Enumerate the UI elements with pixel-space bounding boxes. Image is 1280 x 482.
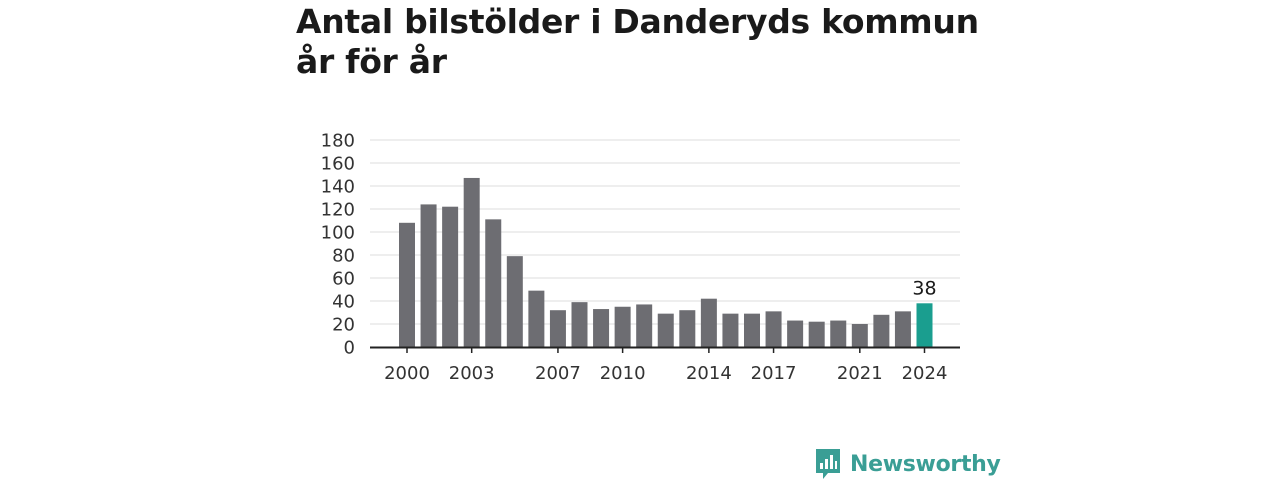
bar-2016 xyxy=(744,313,760,347)
x-tick-label: 2010 xyxy=(600,363,646,384)
bar-2005 xyxy=(506,256,523,347)
y-tick-label: 120 xyxy=(321,200,355,221)
bar-2024 xyxy=(916,303,933,347)
bar-2001 xyxy=(420,204,437,347)
bars xyxy=(399,177,933,347)
bar-2013 xyxy=(679,310,696,347)
bar-2020 xyxy=(830,320,847,347)
y-tick-label: 0 xyxy=(344,338,355,359)
bar-2011 xyxy=(636,304,653,347)
newsworthy-logo: Newsworthy xyxy=(814,446,1001,482)
bar-2000 xyxy=(399,222,415,347)
x-tick-label: 2007 xyxy=(535,363,581,384)
bar-2022 xyxy=(873,314,890,347)
x-tick-label: 2017 xyxy=(751,363,797,384)
x-axis: 2000 2003 2007 2010 2014 2017 2021 2024 xyxy=(370,346,960,384)
bar-2023 xyxy=(894,311,911,347)
bar-2017 xyxy=(765,311,782,347)
bar-2015 xyxy=(722,313,739,347)
x-tick-label: 2021 xyxy=(837,363,883,384)
bar-2004 xyxy=(485,219,502,347)
newsworthy-logo-icon xyxy=(816,449,840,479)
x-tick-label: 2003 xyxy=(449,363,495,384)
y-tick-label: 140 xyxy=(321,177,355,198)
y-tick-label: 160 xyxy=(321,154,355,175)
bar-2006 xyxy=(528,290,545,347)
y-tick-label: 180 xyxy=(321,131,355,152)
bar-2021 xyxy=(851,324,868,347)
y-tick-label: 60 xyxy=(332,269,355,290)
data-labels: 38 xyxy=(912,277,936,299)
y-tick-label: 40 xyxy=(332,292,355,313)
bar-2012 xyxy=(657,313,674,347)
bar-2014 xyxy=(700,298,717,347)
bar-2002 xyxy=(442,206,459,347)
bar-2018 xyxy=(787,320,804,347)
bar-2008 xyxy=(571,302,588,347)
x-tick-label: 2024 xyxy=(902,363,948,384)
x-tick-label: 2000 xyxy=(384,363,430,384)
bar-2010 xyxy=(614,306,631,347)
bar-2003 xyxy=(463,177,480,347)
bar-2007 xyxy=(549,310,566,347)
chart-title: Antal bilstölder i Danderyds kommun år f… xyxy=(296,2,979,81)
logo-text: Newsworthy xyxy=(850,451,1001,477)
y-tick-label: 20 xyxy=(332,315,355,336)
bar-2019 xyxy=(808,321,825,347)
y-tick-label: 80 xyxy=(332,246,355,267)
x-tick-label: 2014 xyxy=(686,363,732,384)
gridlines xyxy=(370,139,960,325)
data-label-2024: 38 xyxy=(912,277,936,299)
bar-2009 xyxy=(593,309,610,347)
y-tick-label: 100 xyxy=(321,223,355,244)
